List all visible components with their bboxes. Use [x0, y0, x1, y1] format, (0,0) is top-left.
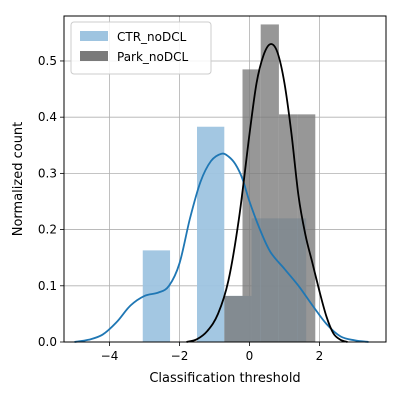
y-tick-label: 0.2 — [38, 223, 57, 237]
histogram-bar — [260, 24, 279, 343]
y-tick-label: 0.1 — [38, 279, 57, 293]
legend-swatch — [80, 51, 108, 61]
legend: CTR_noDCL Park_noDCL — [70, 21, 212, 75]
kde-curves — [74, 43, 369, 343]
x-axis-label: Classification threshold — [149, 371, 300, 386]
histogram-bars — [142, 24, 316, 343]
kde-curve — [74, 152, 369, 343]
x-tick-label: −4 — [101, 349, 119, 363]
histogram-bar — [297, 114, 316, 343]
x-tick-label: 0 — [246, 349, 254, 363]
histogram-bar — [224, 295, 243, 342]
legend-swatch — [80, 31, 108, 41]
y-tick-label: 0.4 — [38, 110, 57, 124]
y-axis-label: Normalized count — [11, 122, 26, 237]
legend-label: Park_noDCL — [117, 50, 189, 64]
x-tick-label: 2 — [316, 349, 324, 363]
y-tick-label: 0.3 — [38, 166, 57, 180]
axes: −4 −2 0 2 0.0 0.1 0.2 0.3 0.4 0.5 — [38, 54, 323, 363]
histogram-bar — [278, 114, 298, 343]
legend-label: CTR_noDCL — [117, 30, 187, 44]
histogram-bar — [142, 250, 171, 342]
plot-frame — [63, 15, 387, 343]
kde-curve — [186, 43, 348, 343]
x-tick-label: −2 — [171, 349, 189, 363]
y-tick-label: 0.5 — [38, 54, 57, 68]
y-tick-label: 0.0 — [38, 335, 57, 349]
